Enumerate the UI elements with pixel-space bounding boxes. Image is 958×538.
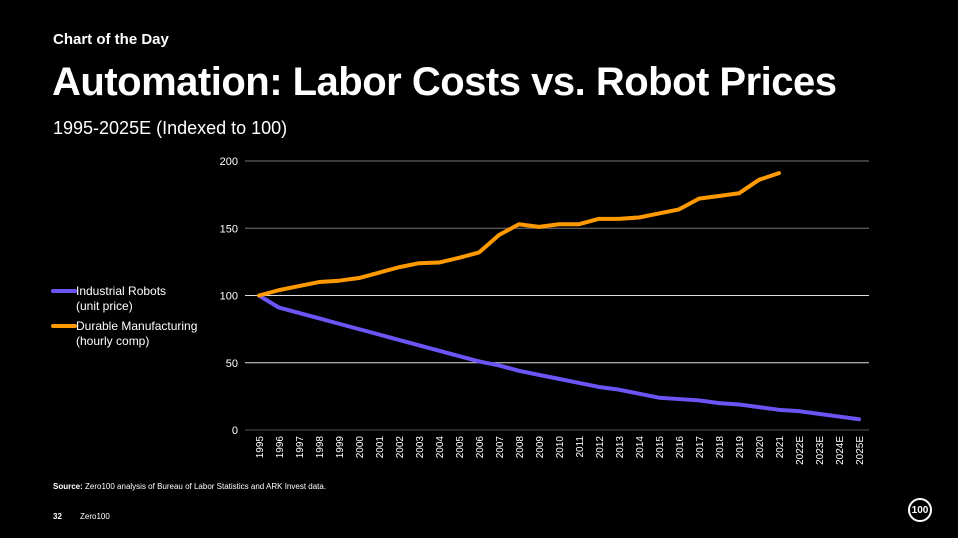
y-tick-label: 150 — [220, 223, 238, 235]
x-tick-label: 2003 — [415, 436, 426, 459]
legend-label-sub: (hourly comp) — [76, 334, 149, 348]
brand-logo: 100 — [908, 498, 932, 522]
x-tick-label: 2009 — [535, 436, 546, 459]
x-tick-label: 2005 — [455, 436, 466, 459]
series-line-0 — [257, 293, 861, 422]
kicker: Chart of the Day — [53, 31, 169, 48]
x-tick-label: 2000 — [355, 436, 366, 459]
x-tick-label: 2024E — [835, 436, 846, 465]
x-tick-label: 2017 — [695, 436, 706, 459]
page-title: Automation: Labor Costs vs. Robot Prices — [52, 60, 837, 104]
x-tick-label: 2018 — [715, 436, 726, 459]
x-tick-label: 1997 — [295, 436, 306, 459]
x-tick-label: 2010 — [555, 436, 566, 459]
source-note: Source: Zero100 analysis of Bureau of La… — [53, 482, 326, 491]
legend-label: Durable Manufacturing — [76, 319, 197, 333]
x-tick-label: 2022E — [795, 436, 806, 465]
legend-label: Industrial Robots — [76, 284, 166, 298]
x-tick-label: 2025E — [855, 436, 866, 465]
x-tick-label: 1999 — [335, 436, 346, 459]
y-tick-label: 100 — [220, 291, 238, 303]
x-tick-label: 2001 — [375, 436, 386, 459]
x-tick-label: 2002 — [395, 436, 406, 459]
x-tick-label: 2023E — [815, 436, 826, 465]
page-number: 32 — [53, 512, 62, 521]
x-tick-label: 2020 — [755, 436, 766, 459]
y-tick-label: 200 — [220, 156, 238, 168]
brand-name: Zero100 — [80, 512, 110, 521]
x-tick-label: 2012 — [595, 436, 606, 459]
x-tick-label: 2011 — [575, 436, 586, 458]
source-label: Source: — [53, 482, 83, 491]
x-tick-label: 1996 — [275, 436, 286, 459]
source-text: Zero100 analysis of Bureau of Labor Stat… — [85, 482, 327, 491]
legend-label-sub: (unit price) — [76, 299, 133, 313]
x-tick-label: 2014 — [635, 436, 646, 459]
x-tick-label: 2007 — [495, 436, 506, 459]
x-tick-label: 2019 — [735, 436, 746, 459]
x-tick-label: 2013 — [615, 436, 626, 459]
y-tick-label: 0 — [232, 425, 238, 437]
x-tick-label: 2016 — [675, 436, 686, 459]
x-tick-label: 2008 — [515, 436, 526, 459]
y-tick-label: 50 — [226, 358, 238, 370]
series-line-1 — [257, 171, 781, 298]
x-tick-label: 2006 — [475, 436, 486, 459]
x-tick-label: 2004 — [435, 436, 446, 459]
x-tick-label: 1995 — [255, 436, 266, 459]
x-tick-label: 1998 — [315, 436, 326, 459]
subtitle: 1995-2025E (Indexed to 100) — [53, 118, 288, 138]
x-tick-label: 2021 — [775, 436, 786, 459]
x-tick-label: 2015 — [655, 436, 666, 459]
